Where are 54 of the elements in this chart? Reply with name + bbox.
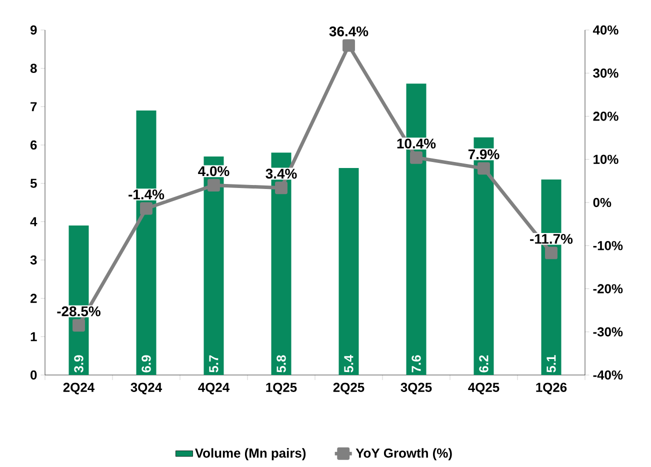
bar [338,168,359,375]
y2-tick-label: -30% [593,327,623,336]
data-label: -28.5% [57,306,100,316]
x-tick-label: 4Q25 [468,382,500,394]
y-tick-label: 1 [30,332,37,342]
data-label: 10.4% [397,138,436,148]
x-tick-label: 3Q25 [400,382,432,394]
data-label: 5.1 [546,355,556,372]
point [545,246,558,260]
point [342,39,355,52]
data-label: 5.4 [344,354,354,372]
y2-tick-label: 0% [593,198,612,208]
x-tick-label: 2Q24 [63,382,95,394]
y2-tick-label: -20% [593,284,623,294]
data-label: 7.9% [468,149,500,160]
y-tick-label: 3 [30,255,37,265]
y-tick-label: 7 [30,102,37,112]
y-tick-label: 5 [30,178,37,188]
point [208,179,220,192]
y-tick-label: 6 [30,140,37,150]
y-tick-label: 9 [30,25,37,35]
y2-tick-label: 40% [592,25,618,35]
y2-tick-label: -10% [593,241,623,250]
data-label: 5.7 [209,355,218,372]
y2-tick-label: 10% [594,154,618,164]
legend-label: YoY Growth (%) [356,448,452,460]
point [140,202,152,215]
legend-label: Volume (Mn pairs) [195,448,306,460]
point [275,182,288,194]
data-label: -11.7% [530,234,573,244]
y2-tick-label: 20% [593,112,618,121]
data-label: 6.9 [142,355,151,372]
data-label: 6.2 [479,355,488,372]
y-tick-label: 0 [30,370,37,380]
point [72,319,85,332]
data-label: 3.4% [266,168,297,179]
data-label: 7.6 [412,355,421,372]
x-tick-label: 2Q25 [333,382,364,394]
y-tick-label: 2 [30,294,37,303]
data-label: 5.8 [276,355,286,372]
y2-tick-label: -40% [593,370,623,380]
x-tick-label: 3Q24 [130,382,162,394]
data-label: -1.4% [128,190,164,200]
x-tick-label: 1Q26 [536,382,567,394]
y-tick-label: 4 [30,217,38,226]
data-label: 4.0% [198,166,230,176]
data-label: 36.4% [329,26,368,36]
x-tick-label: 4Q24 [198,382,230,394]
point [410,151,422,164]
point [478,162,490,175]
y2-tick-label: 30% [593,68,618,78]
y-tick-label: 8 [30,64,37,73]
x-tick-label: 1Q25 [266,382,297,394]
data-label: 3.9 [74,355,84,373]
